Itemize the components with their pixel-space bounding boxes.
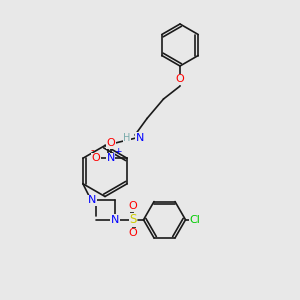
Text: O: O (106, 138, 115, 148)
Text: +: + (115, 147, 122, 156)
Text: O: O (91, 153, 100, 163)
Text: N: N (88, 195, 96, 205)
Text: O: O (176, 74, 184, 85)
Text: Cl: Cl (189, 215, 200, 225)
Text: O: O (129, 228, 137, 238)
Text: N: N (136, 133, 144, 143)
Text: H: H (123, 133, 130, 143)
Text: S: S (129, 213, 137, 226)
Text: O: O (129, 201, 137, 211)
Text: -: - (90, 145, 94, 155)
Text: N: N (106, 153, 115, 163)
Text: N: N (111, 215, 119, 225)
